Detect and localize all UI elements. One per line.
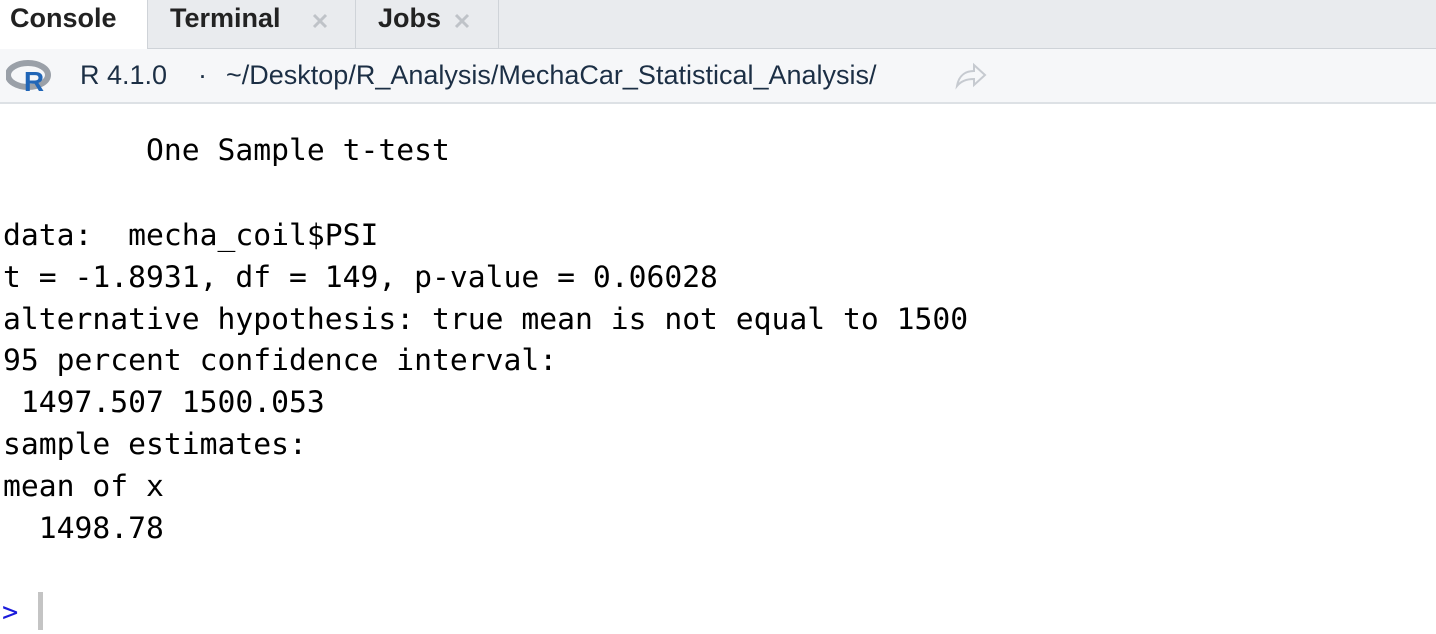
output-line: 1497.507 1500.053 [3, 385, 325, 421]
output-line: 95 percent confidence interval: [3, 343, 558, 379]
tab-label: Console [10, 3, 117, 33]
tab-terminal[interactable]: Terminal [148, 0, 356, 48]
r-logo-letter: R [24, 66, 44, 97]
tab-label: Terminal [170, 3, 281, 33]
go-to-directory-icon[interactable] [954, 62, 988, 90]
output-line: data: mecha_coil$PSI [3, 218, 379, 253]
prompt: > [2, 597, 19, 628]
output-line: sample estimates: [3, 427, 307, 462]
close-icon[interactable] [310, 11, 330, 31]
output-line: alternative hypothesis: true mean is not… [3, 301, 969, 337]
tab-console[interactable]: Console [0, 0, 148, 50]
separator: · [198, 60, 207, 90]
console-output: One Sample t-test > data: mecha_coil$PSI… [0, 104, 1436, 630]
r-version: R 4.1.0 [80, 60, 168, 90]
console-toolbar: R R 4.1.0 · ~/Desktop/R_Analysis/MechaCa… [0, 49, 1436, 104]
tab-bar: Console Terminal Jobs [0, 0, 1436, 50]
tab-label: Jobs [378, 3, 442, 33]
close-icon[interactable] [452, 11, 472, 31]
cursor [38, 592, 43, 630]
output-line: 1498.78 [3, 510, 164, 546]
output-line: t = -1.8931, df = 149, p-value = 0.06028 [3, 259, 718, 295]
output-line: mean of x [3, 468, 164, 504]
tab-jobs[interactable]: Jobs [356, 0, 499, 48]
output-heading: One Sample t-test [3, 133, 450, 168]
working-directory[interactable]: ~/Desktop/R_Analysis/MechaCar_Statistica… [226, 60, 877, 90]
r-logo: R [6, 60, 51, 97]
